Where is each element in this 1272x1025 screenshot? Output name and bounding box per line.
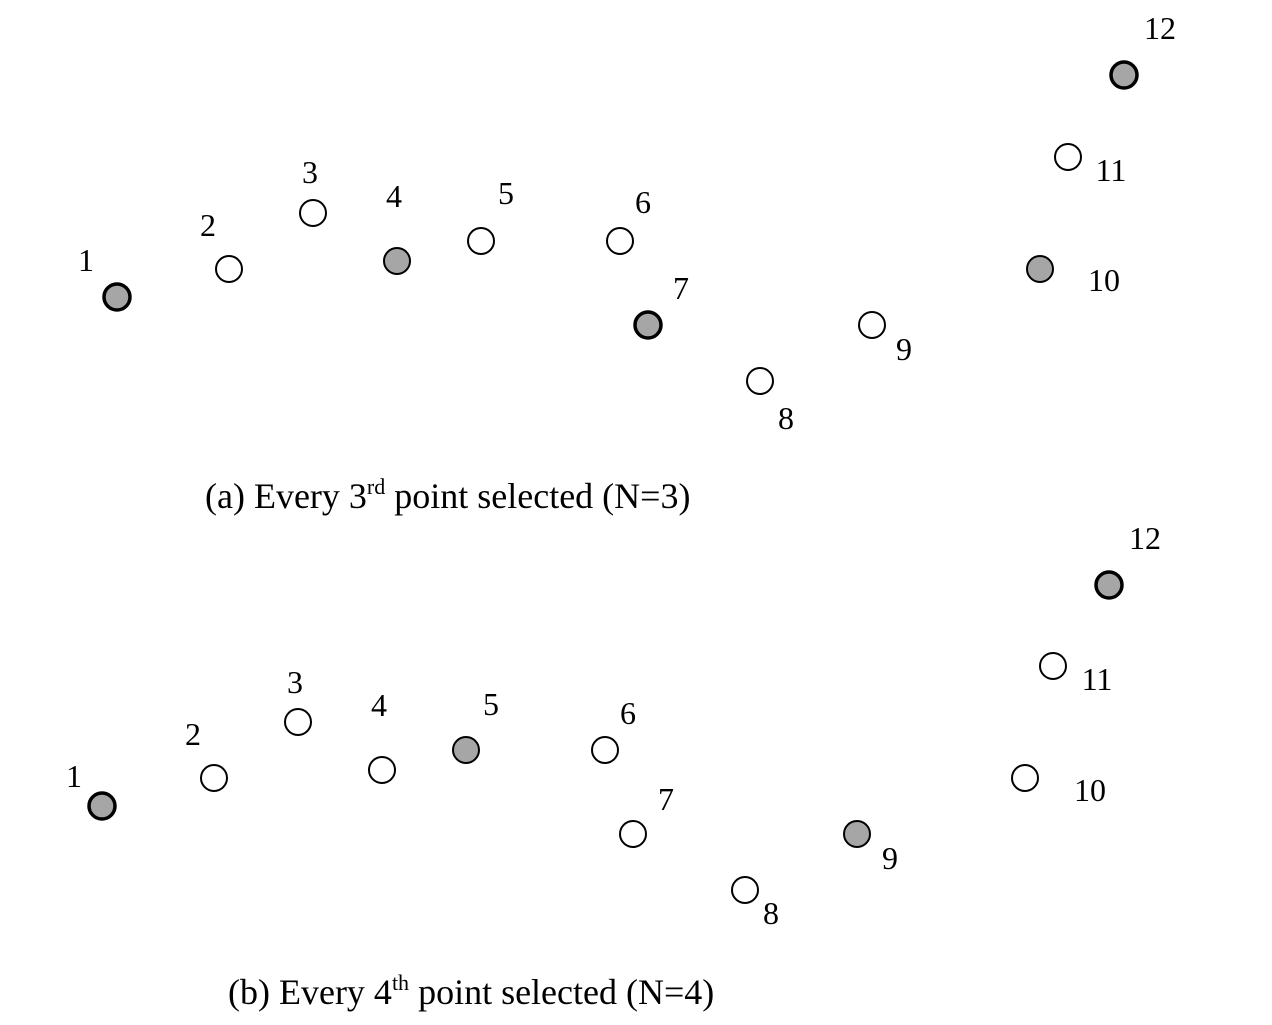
- caption-b: (b) Every 4th point selected (N=4): [228, 970, 715, 1013]
- point-label-b-5: 5: [483, 686, 499, 722]
- point-b-12-selected: [1094, 570, 1124, 600]
- point-label-b-7: 7: [658, 781, 674, 817]
- point-a-11: [1054, 143, 1082, 171]
- point-b-5-selected: [452, 736, 480, 764]
- point-label-a-10: 10: [1088, 262, 1120, 298]
- point-b-4: [368, 756, 396, 784]
- caption-b-suffix: point selected (N=4): [409, 972, 715, 1012]
- point-a-4-selected: [383, 247, 411, 275]
- point-b-2: [200, 764, 228, 792]
- point-label-a-9: 9: [896, 331, 912, 367]
- point-label-a-1: 1: [78, 242, 94, 278]
- point-label-a-5: 5: [498, 175, 514, 211]
- point-a-2: [215, 255, 243, 283]
- point-b-8: [731, 876, 759, 904]
- point-label-b-12: 12: [1129, 520, 1161, 556]
- point-b-1-selected: [87, 791, 117, 821]
- caption-a-superscript: rd: [366, 474, 386, 499]
- point-label-b-11: 11: [1082, 661, 1113, 697]
- point-label-b-10: 10: [1074, 772, 1106, 808]
- point-a-6: [606, 227, 634, 255]
- point-b-9-selected: [843, 820, 871, 848]
- point-label-a-6: 6: [635, 184, 651, 220]
- point-b-7: [619, 820, 647, 848]
- point-label-b-3: 3: [287, 664, 303, 700]
- point-label-a-11: 11: [1096, 152, 1127, 188]
- point-a-7-selected: [633, 310, 663, 340]
- point-b-11: [1039, 652, 1067, 680]
- point-label-b-4: 4: [371, 687, 387, 723]
- point-label-b-9: 9: [882, 840, 898, 876]
- caption-b-prefix: (b) Every 4: [228, 972, 392, 1012]
- point-label-b-2: 2: [185, 716, 201, 752]
- point-b-3: [284, 708, 312, 736]
- point-label-a-3: 3: [302, 154, 318, 190]
- point-label-a-7: 7: [673, 270, 689, 306]
- point-label-b-1: 1: [66, 758, 82, 794]
- point-label-a-12: 12: [1144, 10, 1176, 46]
- point-a-12-selected: [1109, 60, 1139, 90]
- point-a-8: [746, 367, 774, 395]
- point-label-a-8: 8: [778, 400, 794, 436]
- point-a-10-selected: [1026, 255, 1054, 283]
- point-label-a-2: 2: [200, 207, 216, 243]
- point-label-a-4: 4: [386, 178, 402, 214]
- caption-b-superscript: th: [391, 970, 410, 995]
- caption-a: (a) Every 3rd point selected (N=3): [205, 474, 691, 517]
- caption-a-suffix: point selected (N=3): [385, 476, 691, 516]
- point-a-9: [858, 311, 886, 339]
- caption-a-prefix: (a) Every 3: [205, 476, 367, 516]
- point-label-b-6: 6: [620, 695, 636, 731]
- point-b-6: [591, 736, 619, 764]
- point-b-10: [1011, 764, 1039, 792]
- point-label-b-8: 8: [763, 895, 779, 931]
- point-a-5: [467, 227, 495, 255]
- point-a-3: [299, 199, 327, 227]
- point-a-1-selected: [102, 282, 132, 312]
